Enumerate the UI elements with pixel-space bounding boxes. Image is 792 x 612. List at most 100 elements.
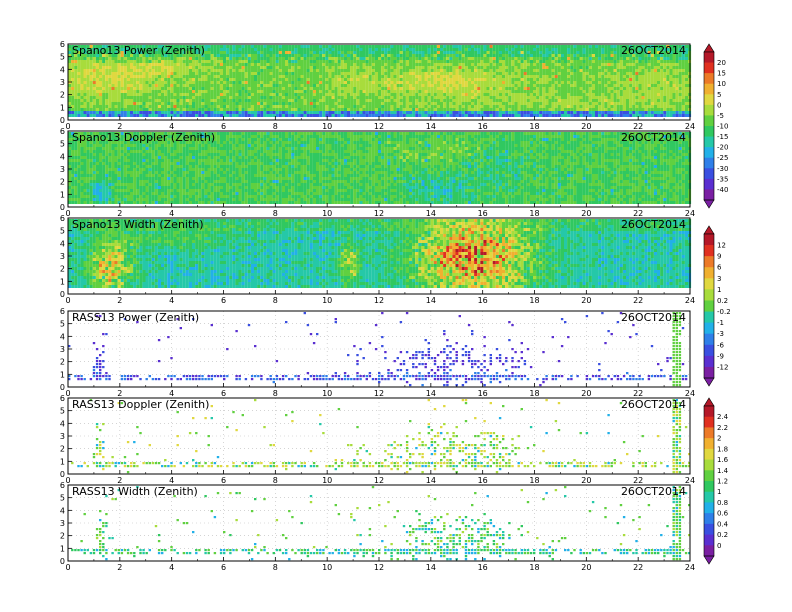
heatmap-cell [229, 75, 233, 78]
heatmap-cell [99, 87, 103, 90]
heatmap-cell [328, 90, 332, 93]
heatmap-cell [244, 75, 248, 78]
heatmap-cell [486, 72, 490, 75]
heatmap-cell [244, 69, 248, 72]
heatmap-cell [74, 174, 78, 177]
heatmap-cell [198, 54, 202, 57]
heatmap-cell [325, 87, 329, 90]
heatmap-cell [275, 69, 279, 72]
heatmap-cell [120, 96, 124, 99]
heatmap-cell [626, 114, 630, 117]
heatmap-cell [350, 105, 354, 108]
heatmap-cell [226, 111, 230, 114]
heatmap-cell [111, 105, 115, 108]
heatmap-cell [86, 84, 90, 87]
heatmap-cell [337, 54, 341, 57]
heatmap-cell [80, 54, 84, 57]
heatmap-cell [650, 45, 654, 48]
heatmap-cell [492, 108, 496, 111]
heatmap-cell [660, 51, 664, 54]
heatmap-cell [130, 81, 134, 84]
heatmap-cell [309, 60, 313, 63]
heatmap-cell [219, 90, 223, 93]
heatmap-cell [316, 54, 320, 57]
heatmap-cell [681, 72, 685, 75]
heatmap-cell [92, 69, 96, 72]
heatmap-cell [449, 87, 453, 90]
heatmap-cell [681, 78, 685, 81]
heatmap-cell [151, 60, 155, 63]
heatmap-cell [130, 84, 134, 87]
heatmap-cell [421, 48, 425, 51]
heatmap-cell [409, 45, 413, 48]
heatmap-cell [319, 51, 323, 54]
heatmap-cell [356, 69, 360, 72]
heatmap-cell [359, 78, 363, 81]
heatmap-cell [74, 54, 78, 57]
heatmap-cell [362, 105, 366, 108]
heatmap-cell [523, 78, 527, 81]
heatmap-cell [316, 51, 320, 54]
heatmap-cell [495, 96, 499, 99]
heatmap-cell [182, 57, 186, 60]
heatmap-cell [573, 99, 577, 102]
heatmap-cell [635, 96, 639, 99]
heatmap-cell [303, 54, 307, 57]
heatmap-cell [288, 93, 292, 96]
heatmap-cell [610, 69, 614, 72]
heatmap-cell [371, 78, 375, 81]
heatmap-cell [288, 96, 292, 99]
heatmap-cell [678, 63, 682, 66]
heatmap-cell [126, 108, 130, 111]
heatmap-cell [653, 57, 657, 60]
heatmap-cell [657, 90, 661, 93]
heatmap-cell [319, 102, 323, 105]
heatmap-cell [89, 75, 93, 78]
heatmap-cell [232, 102, 236, 105]
heatmap-cell [266, 48, 270, 51]
heatmap-cell [241, 108, 245, 111]
heatmap-cell [539, 105, 543, 108]
heatmap-cell [235, 75, 239, 78]
heatmap-cell [622, 99, 626, 102]
heatmap-cell [226, 84, 230, 87]
heatmap-cell [495, 45, 499, 48]
heatmap-cell [452, 96, 456, 99]
heatmap-cell [250, 111, 254, 114]
heatmap-cell [309, 81, 313, 84]
heatmap-cell [567, 51, 571, 54]
heatmap-cell [595, 45, 599, 48]
heatmap-cell [595, 108, 599, 111]
heatmap-cell [433, 45, 437, 48]
heatmap-cell [396, 87, 400, 90]
heatmap-cell [427, 54, 431, 57]
heatmap-cell [219, 102, 223, 105]
heatmap-cell [74, 93, 78, 96]
heatmap-cell [681, 51, 685, 54]
heatmap-cell [120, 93, 124, 96]
heatmap-cell [133, 48, 137, 51]
heatmap-cell [378, 111, 382, 114]
heatmap-cell [551, 69, 555, 72]
heatmap-cell [164, 108, 168, 111]
heatmap-cell [142, 78, 146, 81]
heatmap-cell [489, 90, 493, 93]
heatmap-cell [120, 108, 124, 111]
heatmap-cell [105, 63, 109, 66]
heatmap-cell [616, 114, 620, 117]
heatmap-cell [455, 108, 459, 111]
heatmap-cell [130, 102, 134, 105]
heatmap-cell [257, 81, 261, 84]
panel-title: Spano13 Power (Zenith) [72, 44, 205, 57]
heatmap-cell [371, 60, 375, 63]
heatmap-cell [678, 105, 682, 108]
heatmap-cell [387, 72, 391, 75]
heatmap-cell [195, 66, 199, 69]
heatmap-cell [300, 96, 304, 99]
heatmap-cell [204, 51, 208, 54]
heatmap-cell [216, 66, 220, 69]
heatmap-cell [359, 57, 363, 60]
heatmap-cell [601, 63, 605, 66]
heatmap-cell [266, 57, 270, 60]
heatmap-cell [164, 99, 168, 102]
